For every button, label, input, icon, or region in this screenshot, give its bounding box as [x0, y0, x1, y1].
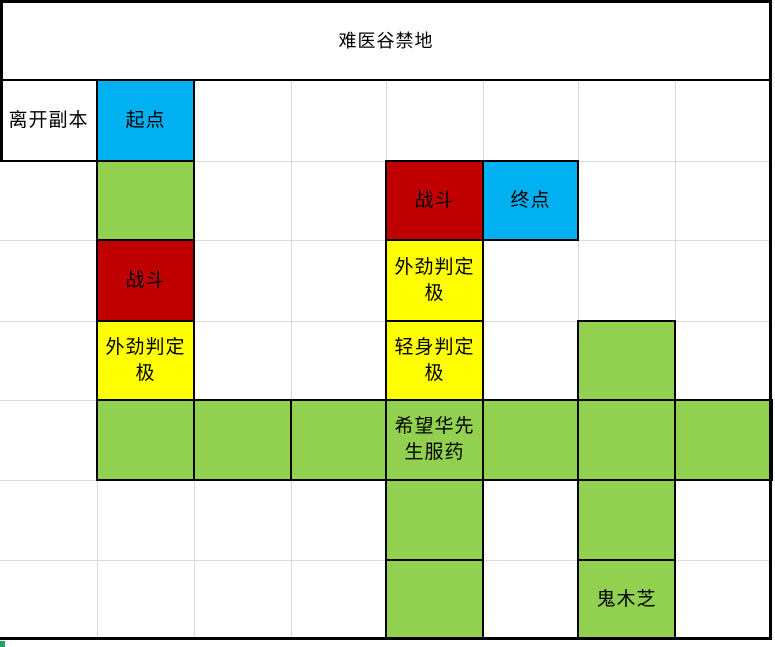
- cell-label: 战斗: [414, 189, 455, 211]
- cell-event-hua-xiansheng[interactable]: 希望华先生服药: [385, 399, 484, 481]
- cell-battle[interactable]: 战斗: [385, 160, 484, 241]
- cell-label: 外劲判定极: [105, 336, 186, 384]
- cell-path[interactable]: [96, 399, 195, 481]
- cell-label: 起点: [125, 109, 166, 131]
- cell-start[interactable]: 起点: [96, 79, 195, 162]
- cell-path[interactable]: [577, 399, 676, 481]
- cell-check-qingshen[interactable]: 轻身判定极: [385, 320, 484, 401]
- selection-fill-handle[interactable]: [0, 641, 5, 647]
- outer-border-bottom: [0, 637, 772, 640]
- cell-battle[interactable]: 战斗: [96, 239, 195, 322]
- map-title-cell[interactable]: 难医谷禁地: [0, 0, 772, 81]
- cell-check-waijin[interactable]: 外劲判定极: [96, 320, 195, 401]
- cell-label: 鬼木芝: [596, 588, 657, 610]
- cell-label: 终点: [510, 189, 551, 211]
- cell-path[interactable]: [96, 160, 195, 241]
- outer-border-right: [769, 0, 772, 640]
- cell-path[interactable]: [193, 399, 292, 481]
- cell-label: 轻身判定极: [394, 336, 475, 384]
- outer-border-left: [0, 0, 3, 161]
- cell-check-waijin[interactable]: 外劲判定极: [385, 239, 484, 322]
- cell-end[interactable]: 终点: [482, 160, 579, 241]
- outer-border-top: [0, 0, 772, 3]
- map-title: 难医谷禁地: [338, 30, 434, 51]
- cell-leave-dungeon[interactable]: 离开副本: [0, 79, 98, 162]
- cell-path[interactable]: [385, 479, 484, 561]
- gridline-vertical: [483, 80, 484, 639]
- cell-label: 希望华先生服药: [394, 416, 475, 463]
- cell-label: 战斗: [125, 269, 166, 291]
- gridline-vertical: [194, 80, 195, 639]
- gridline-vertical: [291, 80, 292, 639]
- gridline-vertical: [675, 80, 676, 639]
- cell-item-guimuzhi[interactable]: 鬼木芝: [577, 559, 676, 640]
- cell-label: 外劲判定极: [394, 256, 475, 304]
- cell-path[interactable]: [385, 559, 484, 640]
- cell-path[interactable]: [674, 399, 773, 481]
- cell-label: 离开副本: [8, 109, 89, 131]
- cell-path[interactable]: [577, 479, 676, 561]
- cell-path[interactable]: [577, 320, 676, 401]
- cell-path[interactable]: [290, 399, 387, 481]
- cell-path[interactable]: [482, 399, 579, 481]
